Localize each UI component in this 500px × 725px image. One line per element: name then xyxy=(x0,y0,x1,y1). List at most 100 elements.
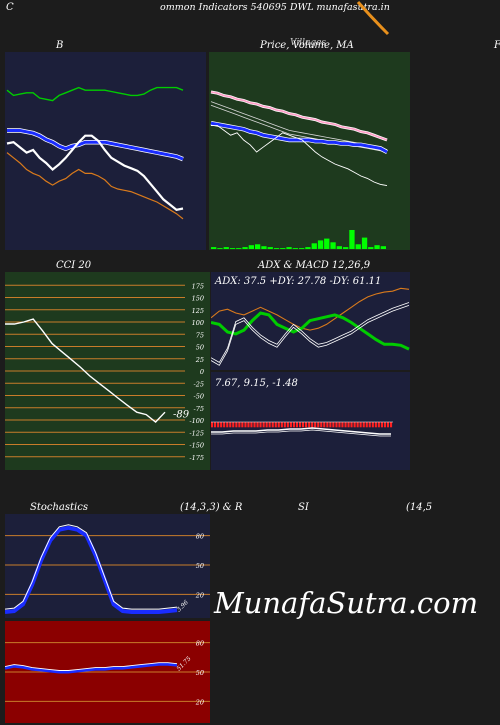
bollinger-title: B xyxy=(56,40,64,51)
macd-hist-bar xyxy=(329,422,332,428)
price-ma-line-0 xyxy=(210,91,388,141)
adx-line-0 xyxy=(211,287,410,331)
volume-bar xyxy=(324,238,330,249)
volume-bar xyxy=(236,248,242,249)
macd-hist-bar xyxy=(317,422,320,428)
macd-hist-bar xyxy=(238,422,241,428)
macd-hist-bar xyxy=(274,422,277,428)
volume-bar xyxy=(280,248,286,249)
price-ma-plot-area xyxy=(209,52,410,250)
macd-line xyxy=(211,427,391,435)
volume-bar xyxy=(223,247,229,249)
cci-last-label: -89 xyxy=(173,410,190,421)
macd-hist-bar xyxy=(235,422,238,428)
cci-tick-label: -175 xyxy=(189,454,204,462)
macd-hist-bar xyxy=(271,422,274,428)
macd-hist-bar xyxy=(223,422,226,428)
adx-line-2 xyxy=(211,305,410,366)
price-ma-overlap-text: Villages xyxy=(290,38,327,48)
bollinger-line-0 xyxy=(6,86,184,102)
macd-hist-bar xyxy=(220,422,223,428)
stoch-tick-label: 80 xyxy=(196,533,204,541)
macd-hist-bar xyxy=(341,422,344,428)
cci-tick-label: 0 xyxy=(200,368,204,376)
rsi-params: (14,5 xyxy=(406,502,433,513)
cci-tick-label: 100 xyxy=(192,319,204,327)
stochastics-plot-area xyxy=(5,514,210,618)
cci-tick-label: 75 xyxy=(196,331,204,339)
volume-bar xyxy=(355,244,361,250)
rsi-tick-label: 50 xyxy=(196,669,204,677)
cci-tick-label: -25 xyxy=(194,380,204,388)
stoch-tick-label: 50 xyxy=(196,562,204,570)
volume-bar xyxy=(286,247,292,249)
price-ma-line-3 xyxy=(211,125,388,187)
cci-tick-label: 175 xyxy=(192,282,204,290)
macd-hist-bar xyxy=(211,422,214,428)
cci-title: CCI 20 xyxy=(56,260,92,271)
volume-bar xyxy=(368,247,374,249)
macd-hist-bar xyxy=(344,422,347,428)
stochastics-params: (14,3,3) & R xyxy=(180,502,243,513)
macd-hist-bar xyxy=(374,422,377,428)
header-orange-stroke xyxy=(356,1,390,36)
macd-hist-bar xyxy=(226,422,229,428)
macd-value-text: 7.67, 9.15, -1.48 xyxy=(215,378,298,389)
bollinger-line-1 xyxy=(7,129,184,161)
macd-hist-bar xyxy=(338,422,341,428)
volume-bar xyxy=(374,245,380,249)
volume-bar xyxy=(242,247,248,249)
cci-tick-label: -75 xyxy=(194,405,204,413)
cci-tick-label: -50 xyxy=(194,393,204,401)
macd-hist-bar xyxy=(289,422,292,428)
macd-hist-bar xyxy=(244,422,247,428)
macd-hist-bar xyxy=(250,422,253,428)
macd-hist-bar xyxy=(256,422,259,428)
macd-hist-bar xyxy=(368,422,371,428)
volume-bar xyxy=(255,244,261,250)
macd-hist-bar xyxy=(356,422,359,428)
macd-hist-bar xyxy=(286,422,289,428)
macd-chart: 7.67, 9.15, -1.48 xyxy=(211,372,410,470)
macd-hist-bar xyxy=(371,422,374,428)
macd-hist-bar xyxy=(335,422,338,428)
macd-hist-bar xyxy=(362,422,365,428)
rsi-tick-label: 80 xyxy=(196,640,204,648)
volume-bar xyxy=(267,247,273,249)
stoch-tick-label: 20 xyxy=(195,591,204,599)
volume-bar xyxy=(330,242,336,249)
macd-hist-bar xyxy=(347,422,350,428)
volume-bar xyxy=(336,246,342,249)
adx-value-text: ADX: 37.5 +DY: 27.78 -DY: 61.11 xyxy=(214,276,381,287)
macd-hist-bar xyxy=(326,422,329,428)
macd-hist-bar xyxy=(383,422,386,428)
macd-hist-bar xyxy=(299,422,302,428)
volume-bar xyxy=(217,248,223,249)
macd-hist-bar xyxy=(280,422,283,428)
macd-plot-area xyxy=(211,372,410,470)
macd-hist-bar xyxy=(241,422,244,428)
right-edge-label: F xyxy=(494,40,500,51)
macd-hist-bar xyxy=(390,422,393,428)
volume-bar xyxy=(343,247,349,249)
macd-hist-bar xyxy=(377,422,380,428)
macd-hist-bar xyxy=(232,422,235,428)
volume-bar xyxy=(317,240,324,249)
volume-bar xyxy=(380,246,386,249)
cci-chart: 175 150 125 100 75 50 25 0 -25 -50 -75 -100 -125 -150… xyxy=(5,272,210,470)
macd-hist-bar xyxy=(359,422,362,428)
cci-tick-label: 25 xyxy=(195,356,204,364)
price-ma-line-2 xyxy=(210,121,388,154)
macd-hist-bar xyxy=(311,422,314,428)
macd-signal-line xyxy=(211,429,391,437)
macd-hist-bar xyxy=(308,422,311,428)
adx-line-2-b xyxy=(211,302,410,363)
cci-tick-label: -125 xyxy=(189,429,204,437)
rsi-line xyxy=(5,662,178,674)
macd-hist-bar xyxy=(295,422,298,428)
rsi-smooth-line xyxy=(5,662,178,671)
volume-bar xyxy=(261,246,267,249)
volume-bar xyxy=(349,230,355,249)
